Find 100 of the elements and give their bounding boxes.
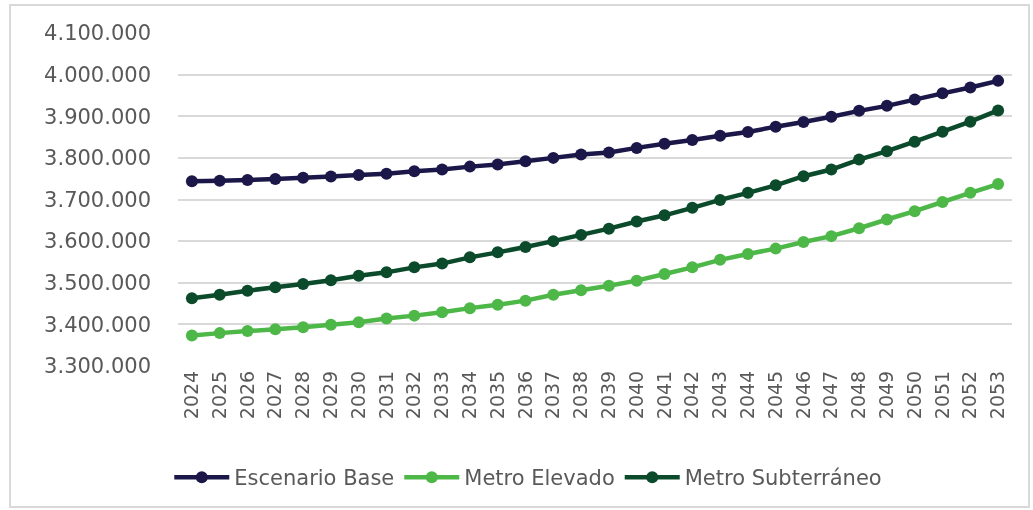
point (992, 104, 1005, 117)
point (547, 288, 560, 301)
point (741, 248, 754, 261)
point (797, 235, 810, 248)
point (575, 148, 588, 161)
point (463, 302, 476, 315)
x-tick-label: 2050 (902, 370, 925, 420)
point (630, 141, 643, 154)
point (352, 316, 365, 329)
x-tick-label: 2042 (680, 370, 703, 420)
point (797, 170, 810, 183)
y-tick-label: 4.100.000 (44, 21, 151, 46)
point (575, 284, 588, 297)
point (241, 325, 254, 338)
point (519, 155, 532, 168)
point (880, 99, 893, 112)
point (964, 115, 977, 128)
point (185, 292, 198, 305)
point (741, 186, 754, 199)
point (825, 163, 838, 176)
point (519, 294, 532, 307)
point (491, 298, 504, 311)
point (297, 171, 310, 184)
x-tick-label: 2045 (763, 370, 786, 420)
point (992, 178, 1005, 191)
x-tick-label: 2030 (346, 370, 369, 420)
y-tick-label: 3.500.000 (44, 271, 151, 296)
point (686, 133, 699, 146)
point (463, 251, 476, 264)
point (213, 174, 226, 187)
x-tick-label: 2046 (791, 370, 814, 420)
point (908, 205, 921, 218)
point (964, 81, 977, 94)
point (936, 196, 949, 208)
point (269, 323, 282, 336)
x-tick-label: 2024 (180, 370, 203, 420)
point (241, 284, 254, 297)
x-tick-label: 2048 (847, 370, 870, 420)
point (992, 74, 1005, 87)
point (436, 163, 449, 176)
x-tick-label: 2036 (513, 370, 536, 420)
point (853, 104, 866, 117)
point (908, 93, 921, 106)
point (380, 312, 393, 325)
x-tick-label: 2031 (374, 370, 397, 420)
point (324, 170, 337, 183)
point (880, 213, 893, 226)
x-tick-label: 2025 (207, 370, 230, 420)
point (519, 240, 532, 253)
x-tick-label: 2027 (263, 370, 286, 420)
y-tick-label: 3.400.000 (44, 312, 151, 337)
y-tick-label: 3.900.000 (44, 104, 151, 129)
x-tick-label: 2041 (652, 370, 675, 420)
point (380, 266, 393, 279)
point (853, 222, 866, 235)
point (463, 160, 476, 173)
point (408, 261, 421, 274)
point (714, 193, 727, 206)
x-tick-label: 2040 (624, 370, 647, 420)
point (352, 168, 365, 181)
x-tick-label: 2026 (235, 370, 258, 420)
point (714, 253, 727, 266)
point (797, 116, 810, 129)
point (769, 179, 782, 192)
point (269, 281, 282, 294)
point (436, 306, 449, 319)
point (575, 228, 588, 241)
x-tick-label: 2043 (708, 370, 731, 420)
legend-label: Escenario Base (234, 466, 395, 491)
point (408, 165, 421, 178)
x-tick-label: 2037 (541, 370, 564, 420)
point (324, 274, 337, 287)
point (352, 269, 365, 282)
point (769, 120, 782, 133)
point (380, 167, 393, 180)
point (769, 242, 782, 255)
point (964, 186, 977, 199)
point (602, 222, 615, 235)
point (491, 246, 504, 259)
y-tick-label: 3.600.000 (44, 229, 151, 254)
x-tick-label: 2035 (485, 370, 508, 420)
legend-label: Metro Elevado (464, 466, 615, 491)
point (547, 235, 560, 248)
x-tick-label: 2044 (736, 370, 759, 420)
legend-label: Metro Subterráneo (684, 466, 882, 491)
point (602, 146, 615, 159)
point (297, 278, 310, 290)
point (213, 327, 226, 340)
x-tick-label: 2033 (430, 370, 453, 420)
point (658, 209, 671, 222)
point (825, 110, 838, 123)
point (185, 175, 198, 188)
point (880, 145, 893, 158)
point (297, 321, 310, 334)
x-tick-label: 2051 (930, 370, 953, 420)
point (936, 125, 949, 138)
point (269, 173, 282, 186)
x-tick-label: 2052 (958, 370, 981, 420)
x-tick-label: 2034 (458, 370, 481, 420)
x-tick-label: 2039 (597, 370, 620, 420)
